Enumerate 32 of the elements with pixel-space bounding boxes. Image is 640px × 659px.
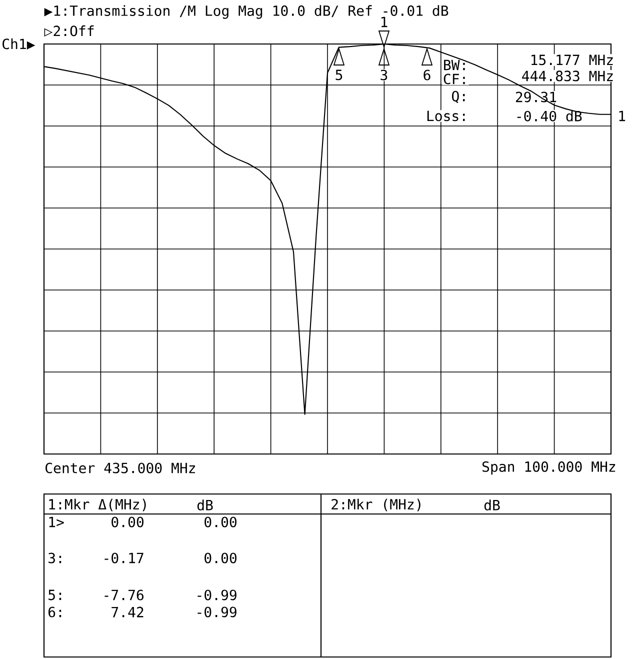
annotation: Q: [452,90,465,104]
text: Center 435.000 MHz [46,462,195,474]
text: Ch1▶ [2,38,36,50]
annotation: BW: [444,60,465,70]
annotation: 444.833 MHz [522,70,613,82]
text: -0.99 [198,606,236,618]
chart-subtitle: ▷2:Off [44,25,94,37]
text: 0.00 [204,516,236,528]
annotation: Loss: [427,110,465,122]
annotation: 3 [380,70,388,80]
text: 1 [619,110,626,122]
annotation: 6 [424,70,430,80]
text: 7.42 [112,606,144,618]
text: -0.99 [198,590,236,600]
text: 0.00 [112,516,144,528]
text: 1 [381,16,388,28]
annotation: CF: [444,74,465,84]
annotation: 15.177 MHz [531,54,613,66]
text: -7.76 [104,590,144,600]
text: 5: [48,590,62,600]
text: -0.17 [104,552,144,564]
text: Span 100.000 MHz [482,461,616,475]
text: 6: [48,606,62,618]
annotation: -0.40 dB [517,110,582,122]
annotation: 5 [336,70,342,80]
text: dB [197,500,213,510]
text: 0.00 [204,552,236,564]
text: dB [484,500,500,510]
text: 1> [49,516,64,528]
text: 1:Mkr Δ(MHz) [49,498,146,512]
text: 3: [48,552,62,564]
text: 2:Mkr (MHz) [332,498,420,512]
